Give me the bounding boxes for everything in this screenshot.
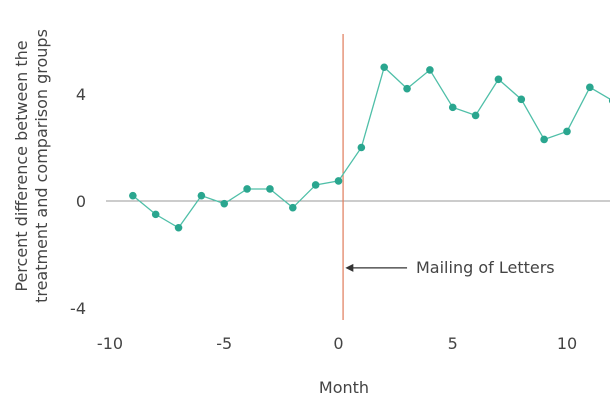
series-line: [132, 66, 610, 229]
x-tick-label: 10: [557, 334, 577, 353]
data-point: [403, 84, 411, 93]
data-point: [494, 75, 503, 84]
data-point: [197, 191, 206, 200]
data-point: [129, 191, 137, 200]
annotation-arrowhead: [345, 263, 354, 272]
y-axis-title-line-2: treatment and comparison groups: [32, 29, 51, 303]
data-point: [334, 177, 343, 185]
data-point: [586, 83, 594, 92]
x-tick-label: -10: [97, 334, 123, 353]
data-point: [243, 185, 251, 193]
y-axis-title-line-1: Percent difference between the: [12, 40, 31, 291]
data-point: [448, 103, 457, 112]
y-tick-label: 0: [76, 192, 86, 211]
y-tick-label: 4: [76, 85, 86, 104]
data-point: [563, 127, 571, 136]
data-point: [380, 63, 389, 72]
data-point: [289, 203, 297, 212]
annotation-label: Mailing of Letters: [416, 258, 555, 277]
y-tick-label: -4: [70, 299, 86, 318]
data-point: [426, 66, 434, 74]
x-axis-title: Month: [319, 378, 369, 395]
data-point: [266, 185, 274, 193]
data-point: [357, 143, 366, 152]
data-point: [311, 181, 320, 189]
x-tick-label: 5: [448, 334, 458, 353]
x-tick-label: -5: [216, 334, 232, 353]
data-point: [517, 95, 526, 104]
data-point: [174, 223, 183, 232]
data-point: [151, 210, 160, 219]
y-axis-title: Percent difference between the treatment…: [12, 29, 51, 303]
data-point: [540, 135, 548, 144]
plot-area: [106, 34, 610, 320]
x-tick-label: 0: [333, 334, 343, 353]
data-point: [220, 199, 229, 208]
data-point: [471, 111, 480, 120]
